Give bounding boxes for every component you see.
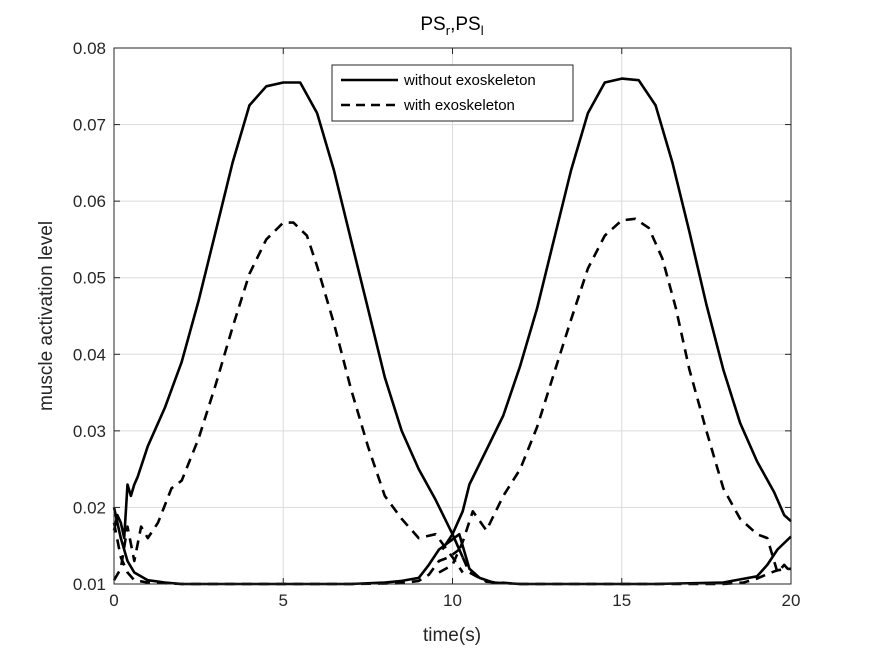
- y-tick-label: 0.03: [73, 422, 106, 441]
- x-axis-label: time(s): [423, 625, 481, 646]
- x-tick-label: 10: [443, 591, 462, 610]
- x-tick-label: 5: [279, 591, 288, 610]
- title-subscript-1: r: [446, 23, 451, 38]
- x-tick-label: 20: [782, 591, 801, 610]
- x-tick-label: 0: [109, 591, 118, 610]
- title-part-2: PS: [455, 14, 480, 35]
- title-subscript-2: l: [481, 23, 484, 38]
- axis-ticks: [113, 47, 792, 585]
- title-separator: ,: [450, 14, 455, 35]
- y-tick-label: 0.07: [73, 116, 106, 135]
- legend-label-dashed: with exoskeleton: [403, 97, 515, 114]
- chart-title: PSr,PSl: [420, 14, 483, 38]
- y-tick-label: 0.06: [73, 192, 106, 211]
- series-line-dashed-2: [112, 221, 464, 581]
- legend-label-solid: without exoskeleton: [403, 72, 536, 89]
- y-tick-label: 0.05: [73, 269, 106, 288]
- y-tick-label: 0.04: [73, 345, 106, 364]
- legend-box: [331, 64, 574, 122]
- series-line-solid-0: [112, 81, 464, 558]
- series-lines: [112, 77, 792, 586]
- series-line-solid-1: [441, 77, 792, 551]
- title-part-1: PS: [420, 14, 445, 35]
- series-line-dashed-3: [438, 217, 792, 574]
- x-tick-label: 15: [612, 591, 631, 610]
- y-axis-label: muscle activation level: [36, 221, 57, 411]
- series-line-dashed-5: [112, 522, 792, 586]
- legend: without exoskeleton with exoskeleton: [331, 64, 574, 122]
- x-tick-labels: 0 5 10 15 20: [109, 591, 800, 610]
- y-tick-label: 0.08: [73, 39, 106, 58]
- y-tick-label: 0.01: [73, 575, 106, 594]
- y-tick-label: 0.02: [73, 498, 106, 517]
- y-tick-labels: 0.01 0.02 0.03 0.04 0.05 0.06 0.07 0.08: [73, 39, 106, 594]
